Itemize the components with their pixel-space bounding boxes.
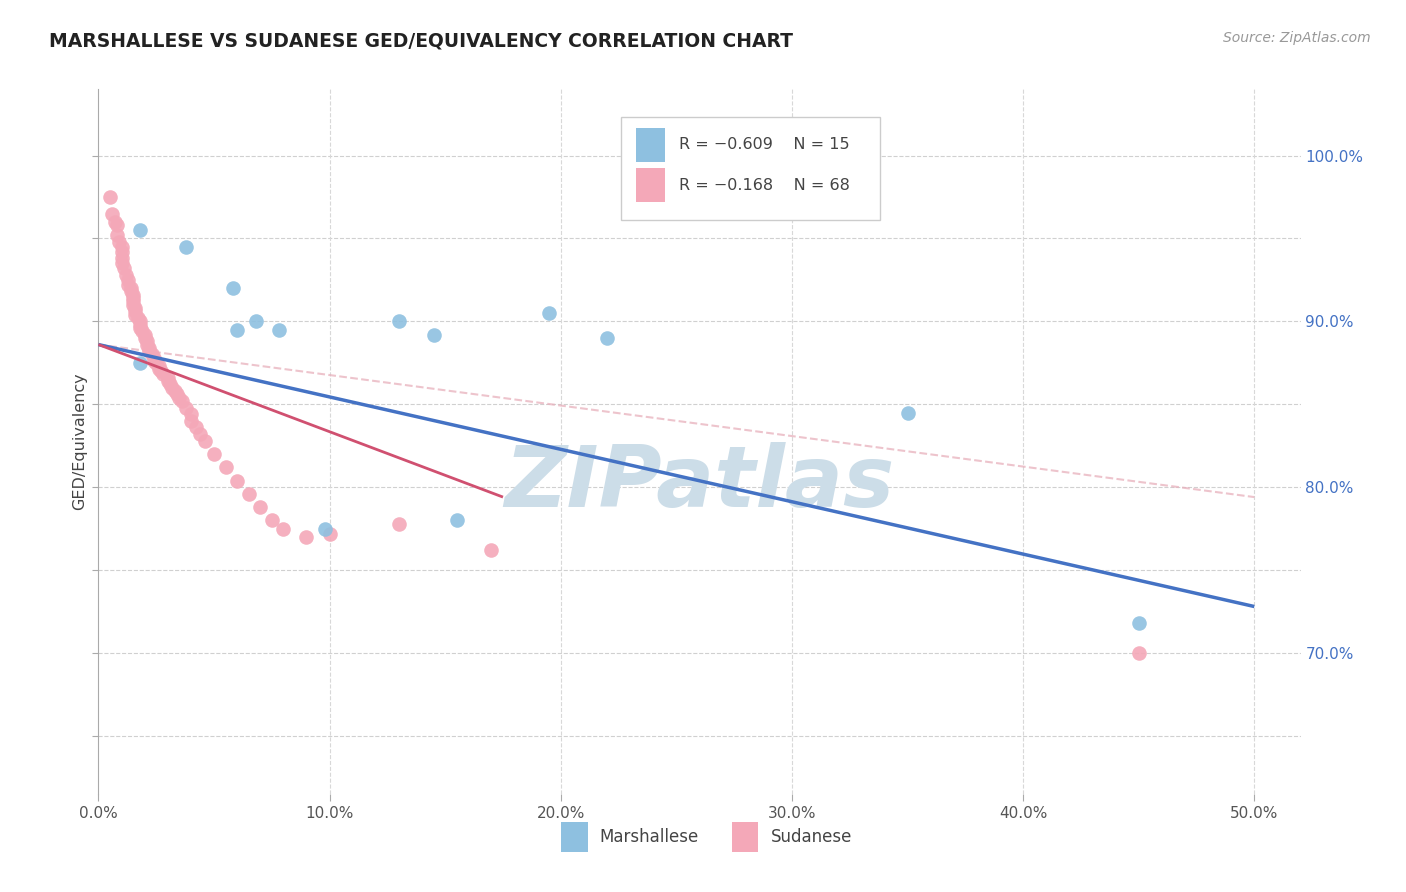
- Point: [318, 526, 340, 541]
- Point: [194, 434, 217, 448]
- Point: [596, 331, 619, 345]
- Text: R = −0.168    N = 68: R = −0.168 N = 68: [679, 178, 849, 193]
- Point: [538, 306, 561, 320]
- Point: [129, 321, 152, 335]
- Point: [238, 487, 260, 501]
- Point: [163, 384, 186, 398]
- Point: [156, 370, 179, 384]
- Point: [129, 223, 152, 237]
- Point: [124, 308, 146, 322]
- Point: [226, 323, 249, 337]
- Point: [136, 337, 159, 351]
- Point: [169, 391, 191, 405]
- Text: Source: ZipAtlas.com: Source: ZipAtlas.com: [1223, 31, 1371, 45]
- Point: [120, 285, 142, 299]
- Point: [117, 273, 139, 287]
- Point: [180, 414, 202, 428]
- Point: [110, 240, 132, 254]
- Point: [295, 530, 318, 544]
- Point: [188, 427, 211, 442]
- Point: [112, 261, 135, 276]
- Point: [273, 522, 295, 536]
- Point: [180, 407, 202, 421]
- Point: [134, 331, 156, 345]
- Point: [124, 301, 146, 315]
- Point: [105, 228, 128, 243]
- Text: R = −0.609    N = 15: R = −0.609 N = 15: [679, 137, 849, 153]
- Point: [122, 287, 145, 301]
- Point: [122, 294, 145, 309]
- Point: [101, 206, 124, 220]
- Point: [136, 334, 159, 349]
- Point: [166, 387, 188, 401]
- Point: [115, 268, 138, 282]
- Point: [202, 447, 225, 461]
- Point: [134, 327, 156, 342]
- Point: [110, 244, 132, 259]
- Point: [110, 256, 132, 270]
- Point: [1128, 616, 1150, 631]
- Point: [124, 304, 146, 318]
- Text: MARSHALLESE VS SUDANESE GED/EQUIVALENCY CORRELATION CHART: MARSHALLESE VS SUDANESE GED/EQUIVALENCY …: [49, 31, 793, 50]
- Bar: [636, 128, 665, 161]
- Point: [267, 323, 290, 337]
- Point: [98, 190, 121, 204]
- Point: [120, 281, 142, 295]
- Point: [184, 420, 207, 434]
- Point: [138, 341, 160, 355]
- Point: [129, 356, 152, 370]
- Point: [142, 351, 165, 365]
- Point: [148, 362, 170, 376]
- Point: [141, 347, 163, 361]
- Point: [145, 356, 167, 370]
- Point: [249, 500, 271, 514]
- Point: [422, 327, 444, 342]
- Point: [152, 368, 174, 382]
- Point: [214, 460, 236, 475]
- FancyBboxPatch shape: [621, 118, 880, 219]
- Point: [129, 314, 152, 328]
- Point: [174, 401, 197, 415]
- Point: [105, 218, 128, 232]
- Point: [117, 277, 139, 292]
- Point: [142, 354, 165, 368]
- Bar: [733, 822, 758, 852]
- Point: [481, 543, 503, 558]
- Point: [245, 314, 267, 328]
- Bar: [561, 822, 588, 852]
- Bar: [636, 168, 665, 202]
- Point: [226, 474, 249, 488]
- Point: [162, 381, 184, 395]
- Point: [170, 393, 193, 408]
- Point: [127, 311, 149, 326]
- Point: [388, 516, 411, 531]
- Point: [446, 513, 468, 527]
- Point: [110, 252, 132, 266]
- Point: [221, 281, 243, 295]
- Text: Sudanese: Sudanese: [770, 828, 852, 846]
- Text: ZIPatlas: ZIPatlas: [505, 442, 894, 525]
- Point: [131, 324, 153, 338]
- Point: [149, 364, 172, 378]
- Point: [1128, 646, 1150, 660]
- Point: [156, 374, 179, 388]
- Text: Marshallese: Marshallese: [600, 828, 699, 846]
- Point: [896, 405, 918, 419]
- Point: [388, 314, 411, 328]
- Y-axis label: GED/Equivalency: GED/Equivalency: [72, 373, 87, 510]
- Point: [104, 215, 127, 229]
- Point: [108, 235, 131, 249]
- Point: [122, 291, 145, 305]
- Point: [122, 298, 145, 312]
- Point: [314, 522, 336, 536]
- Point: [174, 240, 197, 254]
- Point: [148, 359, 170, 373]
- Point: [260, 513, 283, 527]
- Point: [129, 318, 152, 332]
- Point: [159, 377, 181, 392]
- Point: [138, 344, 160, 359]
